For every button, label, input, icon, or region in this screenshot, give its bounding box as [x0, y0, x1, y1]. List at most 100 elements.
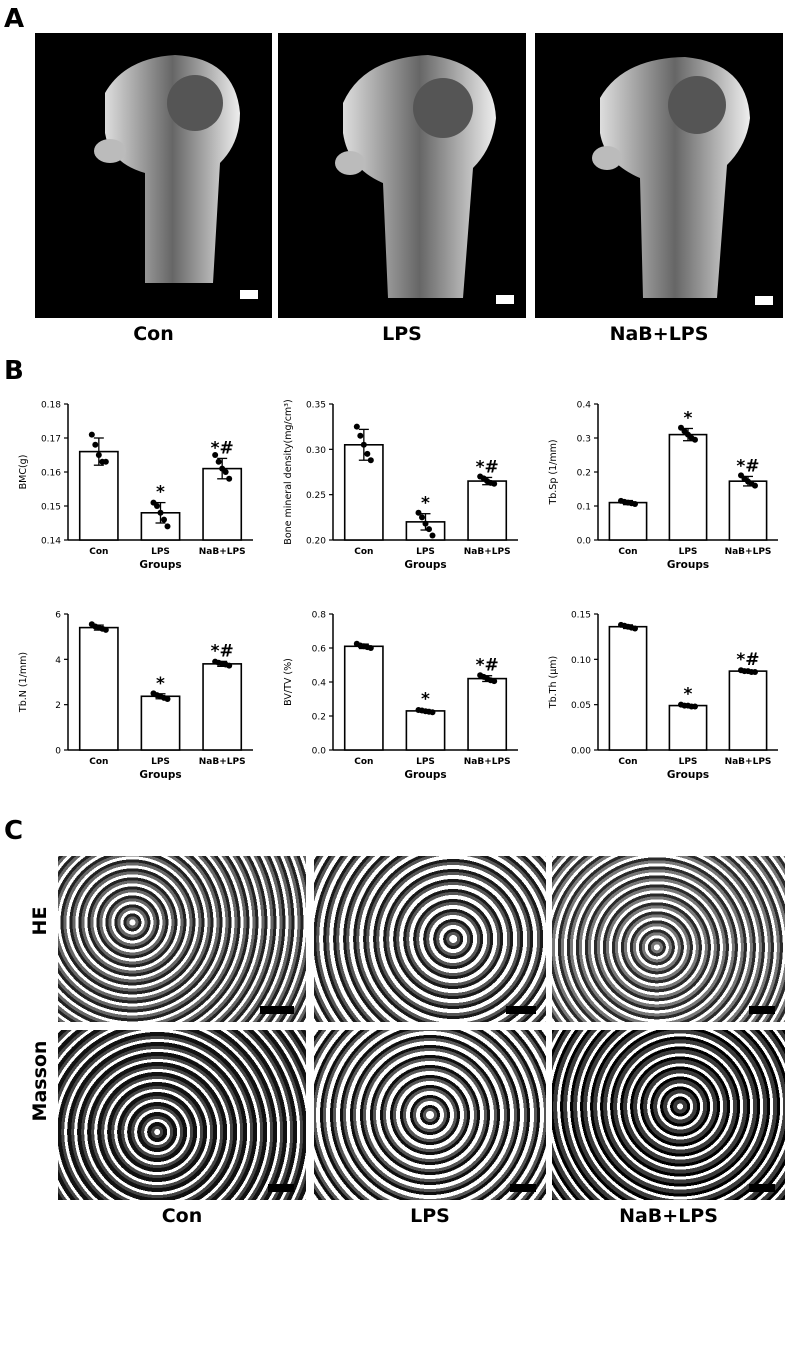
y-axis-label: Bone mineral density(mg/cm³) [283, 399, 294, 544]
y-tick-label: 0.10 [571, 656, 591, 666]
data-point [367, 457, 374, 464]
data-point [491, 678, 498, 685]
tbn-chart: 0 2 4 6 Tb.N (1/mm) Con LPS * NaB+LPS *# Groups [18, 611, 253, 781]
y-tick-label: 0.8 [312, 611, 327, 621]
x-tick-label: Con [618, 757, 637, 767]
x-tick-label: LPS [151, 547, 170, 557]
data-point [164, 696, 171, 702]
y-tick-label: 0.18 [41, 401, 61, 411]
y-tick-label: 0.35 [306, 401, 326, 411]
y-tick-label: 0.05 [571, 701, 591, 711]
significance-annotation: *# [736, 456, 759, 476]
y-tick-label: 0.2 [577, 469, 591, 479]
masson-image-con [58, 1030, 306, 1200]
data-point [157, 509, 164, 516]
scale-bar [260, 1006, 294, 1014]
x-axis-label: Groups [667, 559, 709, 571]
x-tick-label: LPS [151, 757, 170, 767]
y-tick-label: 6 [55, 611, 61, 621]
data-point [95, 452, 102, 458]
significance-annotation: *# [476, 457, 499, 477]
bvtv-chart: 0.0 0.2 0.4 0.6 0.8 BV/TV (%) Con LPS * NaB+LPS *#… [283, 611, 518, 781]
scale-bar [749, 1184, 775, 1192]
bar [202, 663, 243, 751]
scale-bar [749, 1006, 775, 1014]
y-tick-label: 4 [55, 656, 61, 666]
tbsp-chart: 0.0 0.1 0.2 0.3 0.4 Tb.Sp (1/mm) Con LPS * NaB+LP… [548, 401, 778, 571]
data-point [752, 669, 758, 676]
data-point [692, 436, 698, 443]
scale-bar [268, 1184, 294, 1192]
significance-annotation: * [684, 408, 693, 428]
data-point [222, 469, 229, 475]
bar [728, 480, 768, 541]
y-axis-label: Tb.Sp (1/mm) [548, 439, 559, 505]
y-tick-label: 0.00 [571, 747, 591, 757]
y-tick-label: 0.15 [41, 503, 61, 513]
x-tick-label: NaB+LPS [199, 547, 246, 557]
panel-c-caption-lps: LPS [410, 1205, 450, 1227]
x-tick-label: Con [89, 757, 108, 767]
y-axis-label: BV/TV (%) [283, 658, 294, 706]
data-point [429, 709, 436, 716]
x-tick-label: Con [89, 547, 108, 557]
microct-image-nab-lps [535, 33, 783, 318]
y-tick-label: 2 [55, 701, 61, 711]
x-axis-label: Groups [667, 769, 709, 781]
x-tick-label: Con [618, 547, 637, 557]
data-point [632, 500, 638, 507]
x-tick-label: NaB+LPS [725, 547, 772, 557]
x-tick-label: Con [354, 547, 373, 557]
y-tick-label: 0.3 [577, 435, 591, 445]
he-image-con [58, 856, 306, 1022]
microct-image-con [35, 33, 272, 318]
bar [78, 450, 119, 541]
x-tick-label: NaB+LPS [725, 757, 772, 767]
he-image-lps [314, 856, 546, 1022]
panel-c-caption-nab-lps: NaB+LPS [619, 1205, 718, 1227]
y-tick-label: 0.25 [306, 491, 326, 501]
x-tick-label: NaB+LPS [464, 757, 511, 767]
data-point [419, 514, 425, 521]
x-tick-label: NaB+LPS [464, 547, 511, 557]
data-point [429, 532, 436, 539]
data-point [226, 662, 233, 669]
bmc-chart: 0.14 0.15 0.16 0.17 0.18 BMC(g) Con LPS * NaB+LPS… [18, 401, 253, 571]
significance-annotation: * [421, 494, 430, 514]
y-tick-label: 0.14 [41, 537, 61, 547]
y-axis-label: Tb.N (1/mm) [18, 652, 29, 713]
bar [467, 677, 508, 751]
x-axis-label: Groups [139, 769, 181, 781]
data-point [632, 625, 638, 632]
y-tick-label: 0.4 [312, 679, 327, 689]
tbth-chart: 0.00 0.05 0.10 0.15 Tb.Th (μm) Con LPS * NaB+LPS… [548, 611, 778, 781]
data-point [88, 431, 95, 438]
data-point [692, 703, 698, 710]
bmd-chart: 0.20 0.25 0.30 0.35 Bone mineral density(mg/… [283, 399, 518, 571]
y-tick-label: 0.0 [577, 537, 592, 547]
data-point [426, 526, 432, 533]
y-tick-label: 0.6 [312, 645, 327, 655]
bar [608, 501, 648, 541]
panel-a-caption-nab-lps: NaB+LPS [609, 323, 709, 345]
y-tick-label: 0.20 [306, 537, 326, 547]
masson-image-nab-lps [552, 1030, 785, 1200]
x-tick-label: NaB+LPS [199, 757, 246, 767]
data-point [102, 626, 109, 633]
microct-image-lps [278, 33, 526, 318]
he-image-nab-lps [552, 856, 785, 1022]
scale-bar [510, 1184, 536, 1192]
panel-a-caption-con: Con [133, 323, 174, 345]
bar [140, 695, 181, 751]
significance-annotation: * [684, 685, 693, 705]
y-tick-label: 0.30 [306, 446, 326, 456]
bar [728, 670, 768, 751]
x-tick-label: LPS [416, 757, 435, 767]
y-tick-label: 0 [55, 747, 61, 757]
significance-annotation: *# [736, 650, 759, 670]
bar [140, 512, 181, 541]
data-point [102, 458, 109, 465]
data-point [357, 432, 364, 439]
scale-bar [506, 1006, 536, 1014]
data-point [415, 509, 422, 516]
